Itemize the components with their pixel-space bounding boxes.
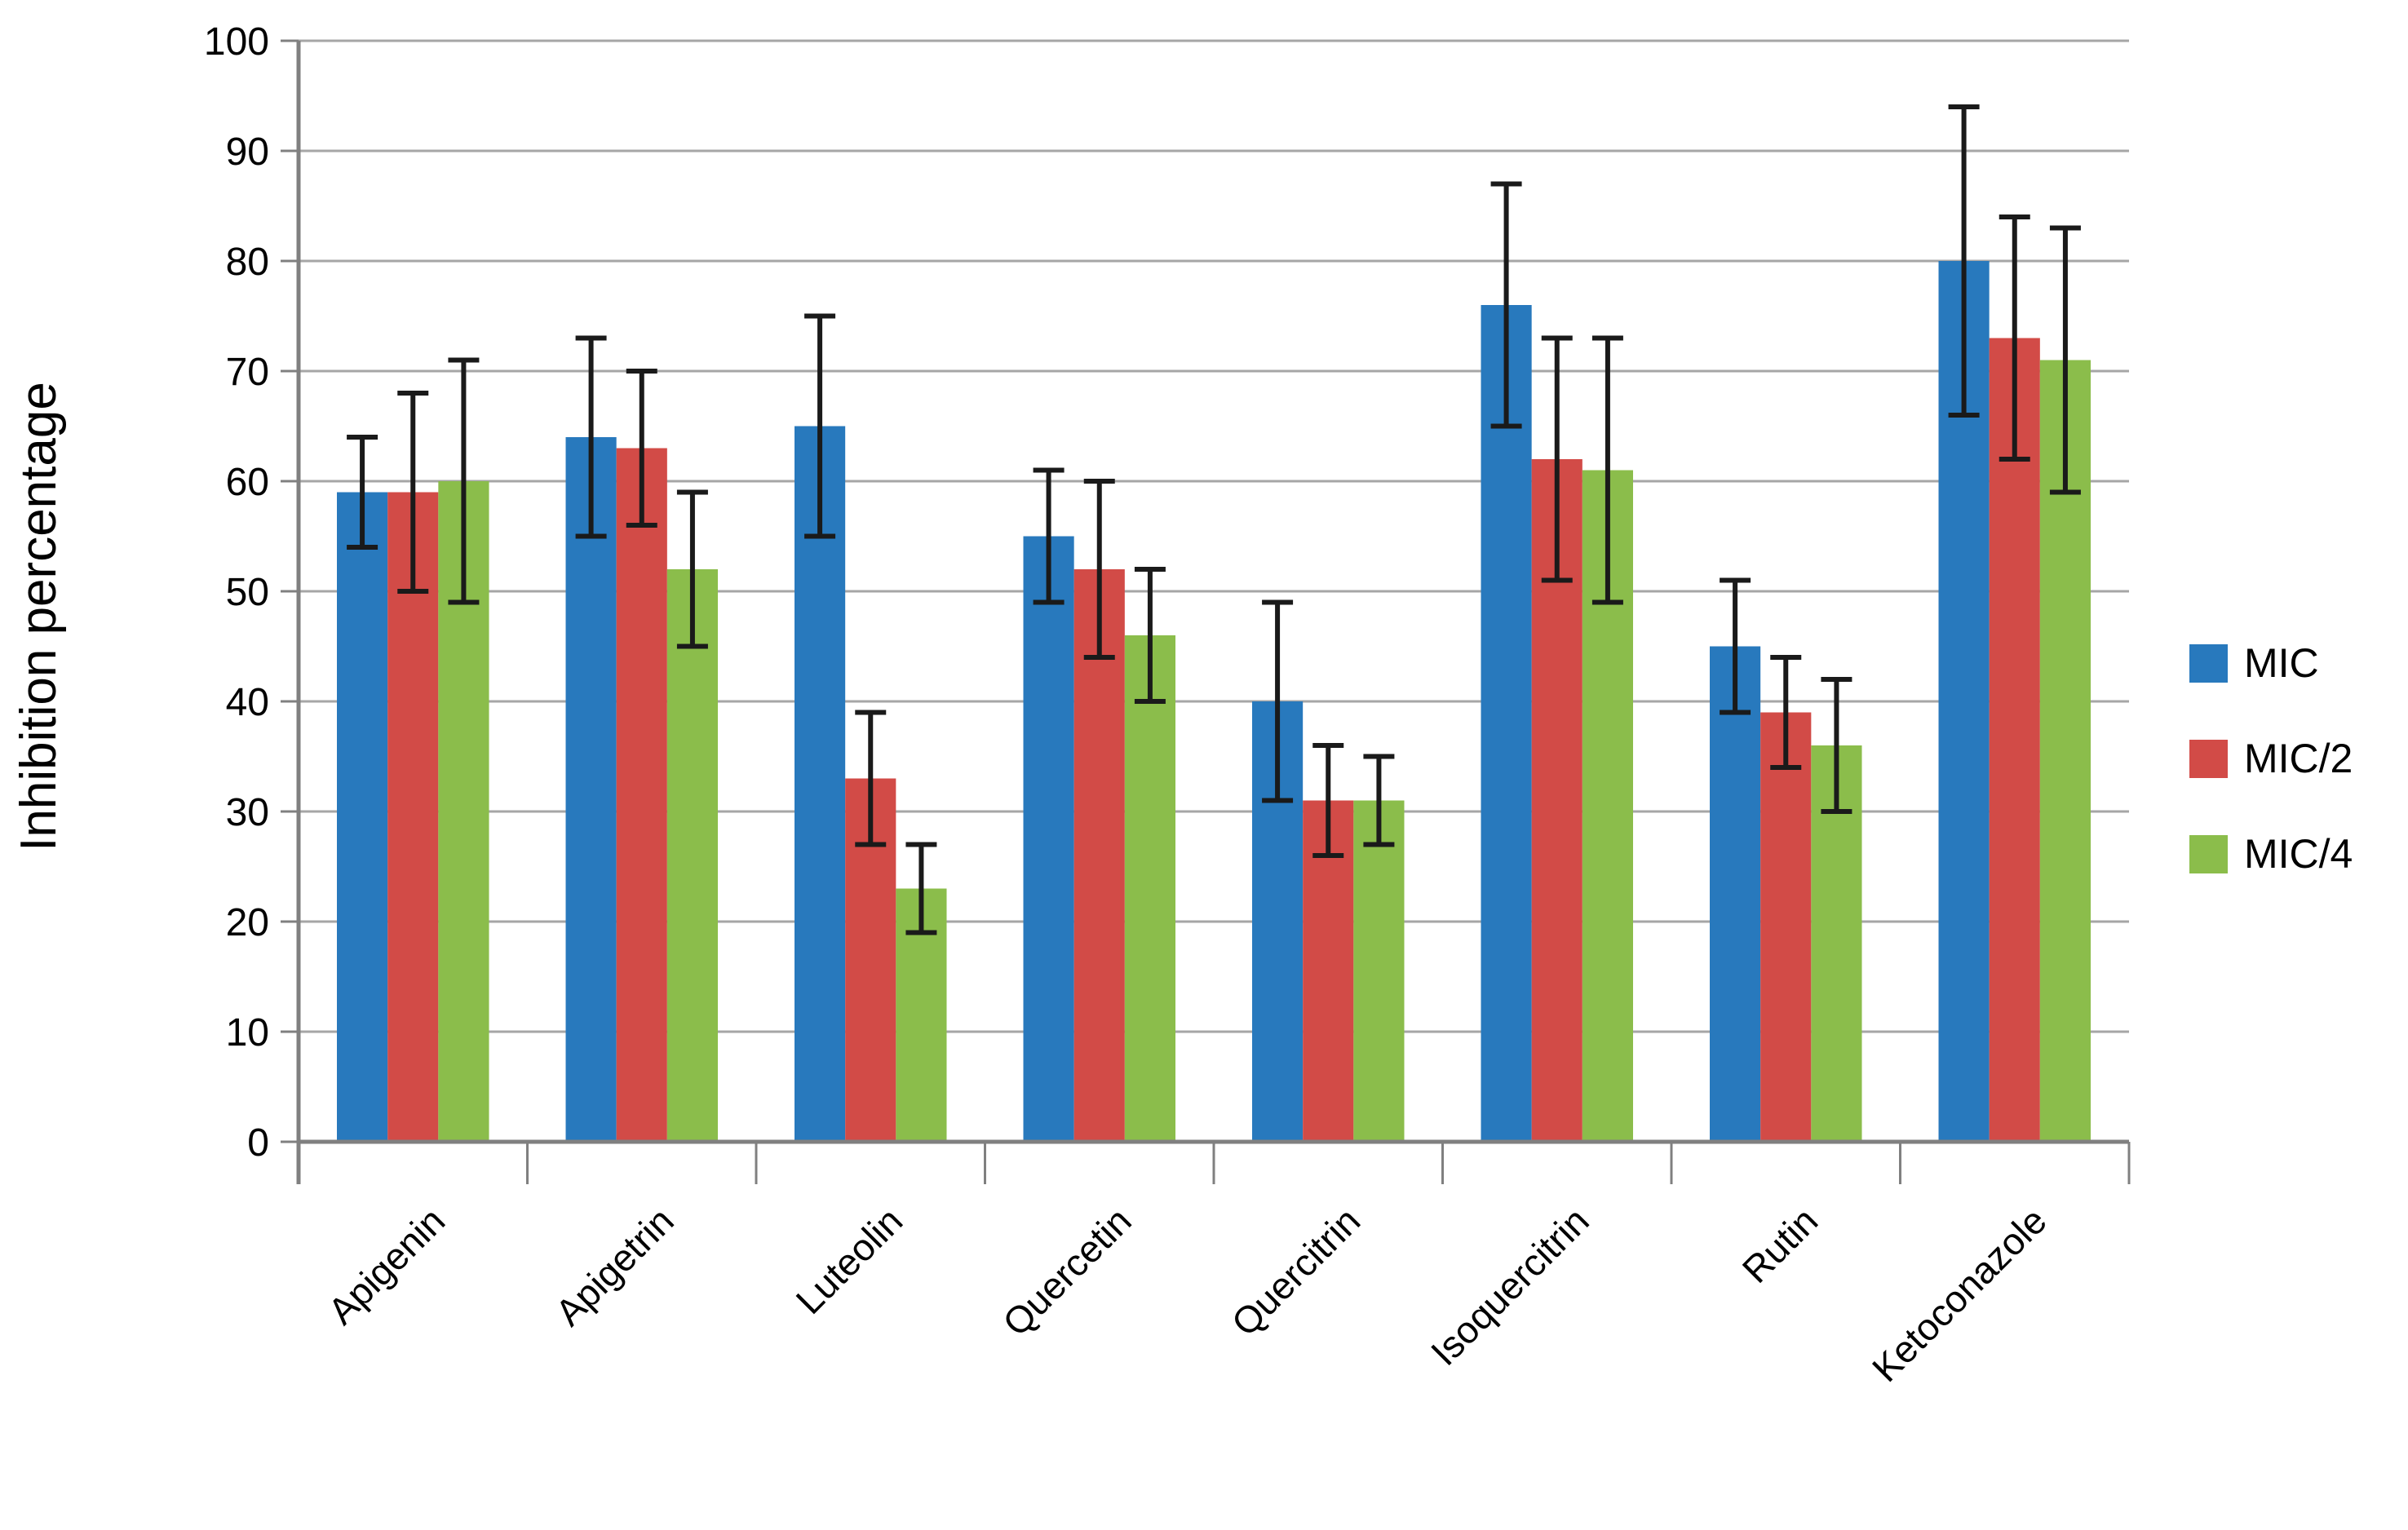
bar-MIC-Apigenin xyxy=(337,492,388,1142)
x-category-label-Quercitrin: Quercitrin xyxy=(1224,1199,1369,1344)
x-category-label-Ketoconazole: Ketoconazole xyxy=(1864,1199,2055,1390)
bar-MIC-2-Ketoconazole xyxy=(1989,338,2040,1142)
x-category-label-Apigenin: Apigenin xyxy=(320,1199,453,1332)
legend-label-MIC-4: MIC/4 xyxy=(2244,831,2353,877)
legend-label-MIC: MIC xyxy=(2244,640,2319,686)
y-axis-title: Inhibition percentage xyxy=(11,382,67,851)
legend-swatch-MIC-4 xyxy=(2189,835,2228,873)
bar-MIC-2-Quercetin xyxy=(1073,569,1125,1142)
bar-MIC-4-Apigetrin xyxy=(666,569,718,1142)
y-tick-label-80: 80 xyxy=(226,241,269,284)
y-tick-label-40: 40 xyxy=(226,681,269,724)
y-tick-label-100: 100 xyxy=(204,20,269,64)
bar-MIC-Apigetrin xyxy=(565,437,617,1142)
bar-MIC-Luteolin xyxy=(795,426,846,1142)
bar-MIC-Quercetin xyxy=(1023,536,1074,1142)
y-tick-label-50: 50 xyxy=(226,571,269,614)
y-tick-label-90: 90 xyxy=(226,130,269,174)
x-category-label-Rutin: Rutin xyxy=(1734,1199,1826,1291)
bar-MIC-Rutin xyxy=(1710,646,1761,1142)
x-category-label-Luteolin: Luteolin xyxy=(788,1199,911,1322)
legend-swatch-MIC xyxy=(2189,644,2228,683)
y-tick-label-10: 10 xyxy=(226,1011,269,1055)
bar-MIC-2-Rutin xyxy=(1760,712,1812,1142)
legend-label-MIC-2: MIC/2 xyxy=(2244,736,2353,781)
x-category-label-Apigetrin: Apigetrin xyxy=(547,1199,682,1333)
y-tick-label-30: 30 xyxy=(226,791,269,834)
y-tick-label-20: 20 xyxy=(226,901,269,944)
y-tick-label-0: 0 xyxy=(247,1121,269,1165)
y-tick-label-70: 70 xyxy=(226,351,269,394)
legend-swatch-MIC-2 xyxy=(2189,740,2228,778)
bar-MIC-Isoquercitrin xyxy=(1481,305,1532,1142)
y-tick-label-60: 60 xyxy=(226,461,269,504)
bar-MIC-4-Quercetin xyxy=(1124,635,1175,1142)
bar-MIC-4-Quercitrin xyxy=(1353,800,1405,1142)
bar-MIC-2-Apigenin xyxy=(387,492,439,1142)
x-category-label-Isoquercitrin: Isoquercitrin xyxy=(1423,1199,1597,1373)
x-category-label-Quercetin: Quercetin xyxy=(994,1199,1140,1344)
bar-MIC-2-Apigetrin xyxy=(616,448,667,1142)
